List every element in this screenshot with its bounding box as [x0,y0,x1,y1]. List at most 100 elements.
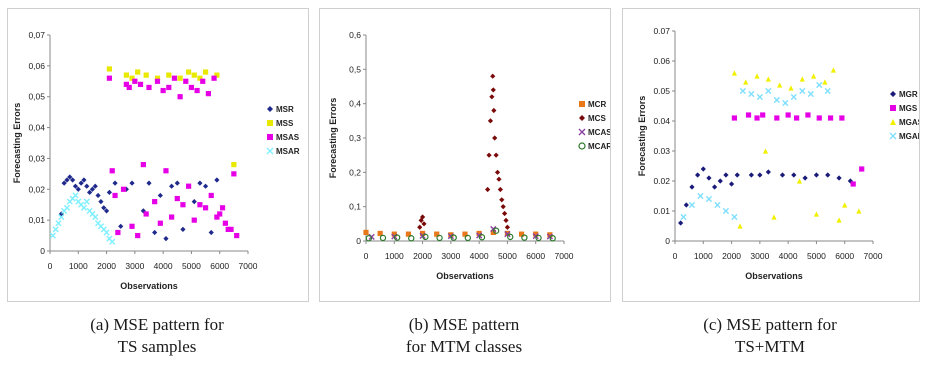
data-point [779,172,786,178]
data-point [120,186,127,192]
data-point [683,202,689,208]
y-tick-label: 0 [356,236,361,246]
data-point [421,221,427,227]
data-point [92,213,99,221]
data-point [393,234,401,241]
x-tick-label: 2000 [413,251,432,261]
data-point [191,199,197,205]
data-point [137,81,144,87]
data-point [208,192,214,199]
x-tick-label: 4000 [154,261,173,271]
legend-marker [579,115,585,121]
series-mcr [363,229,553,238]
x-tick-label: 7000 [555,251,574,261]
x-tick-label: 6000 [210,261,229,271]
y-tick-label: 0.02 [653,176,670,186]
data-point [836,217,842,223]
data-point [146,84,152,91]
legend-label: MGR [899,90,918,99]
data-point [476,230,482,237]
x-tick-label: 5000 [807,251,826,261]
data-point [678,220,684,226]
chart-a-svg: 0 0,01 0,02 0,03 0,04 0,05 0,06 0,07 0 1000 2000 30… [12,30,300,291]
data-point [123,72,129,78]
data-point [717,178,723,184]
x-tick-label: 6000 [526,251,545,261]
data-point [774,115,780,121]
data-point [788,85,794,91]
data-point [706,175,712,181]
data-point [827,115,834,121]
y-tick-label: 0.05 [653,86,670,96]
legend-marker [889,132,897,140]
data-point [521,234,528,241]
data-point [728,181,735,187]
data-point [500,204,506,210]
legend-label: MCAS [588,128,610,137]
data-point [205,91,211,97]
data-point [739,87,746,95]
data-point [765,87,772,95]
x-tick-label: 7000 [864,251,883,261]
data-point [773,96,780,104]
y-axis-title: Forecasting Errors [637,96,647,177]
data-point [183,78,189,84]
data-point [489,94,495,100]
x-tick-label: 0 [673,251,678,261]
data-point [836,175,842,181]
data-point [549,235,556,242]
data-point [714,201,721,209]
data-point [135,232,141,239]
data-point [103,229,110,236]
series-mgas [731,67,862,229]
data-point [496,176,502,182]
data-point [790,93,797,101]
data-point [180,226,186,232]
data-point [87,189,93,195]
data-point [177,94,183,100]
legend-label: MGAS [899,118,919,127]
data-point [680,213,687,221]
data-point [135,69,141,75]
data-point [379,234,387,242]
caption-a-line1: (a) MSE pattern for [90,315,224,334]
data-point [748,90,755,98]
data-point [157,192,163,199]
data-point [64,177,70,183]
x-tick-label: 0 [364,251,369,261]
x-tick-label: 3000 [750,251,769,261]
x-tick-label: 3000 [441,251,460,261]
data-point [214,72,220,78]
y-tick-label: 0,04 [28,123,45,133]
data-point [132,78,138,84]
data-point [211,75,217,81]
caption-a: (a) MSE pattern for TS samples [7,314,307,358]
data-point [112,192,118,199]
data-point [101,205,107,211]
data-point [408,235,415,242]
data-point [419,230,426,237]
data-point [72,183,79,189]
data-point [462,231,468,237]
data-point [208,229,214,236]
series-mss [106,66,237,168]
data-point [115,229,121,236]
data-point [796,178,803,184]
data-point [106,66,112,72]
data-point [174,180,180,186]
data-point [825,172,831,178]
y-tick-label: 0 [665,236,670,246]
data-point [700,166,706,172]
y-tick-label: 0,4 [349,99,361,109]
data-point [152,199,158,205]
data-point [762,148,769,154]
legend-marker [578,128,586,136]
data-point [163,168,169,174]
y-tick-label: 0,5 [349,64,361,74]
data-point [83,198,90,205]
data-point [464,234,472,242]
data-point [723,172,729,178]
axis-lines [365,35,564,242]
data-point [109,238,116,245]
data-point [754,115,760,121]
